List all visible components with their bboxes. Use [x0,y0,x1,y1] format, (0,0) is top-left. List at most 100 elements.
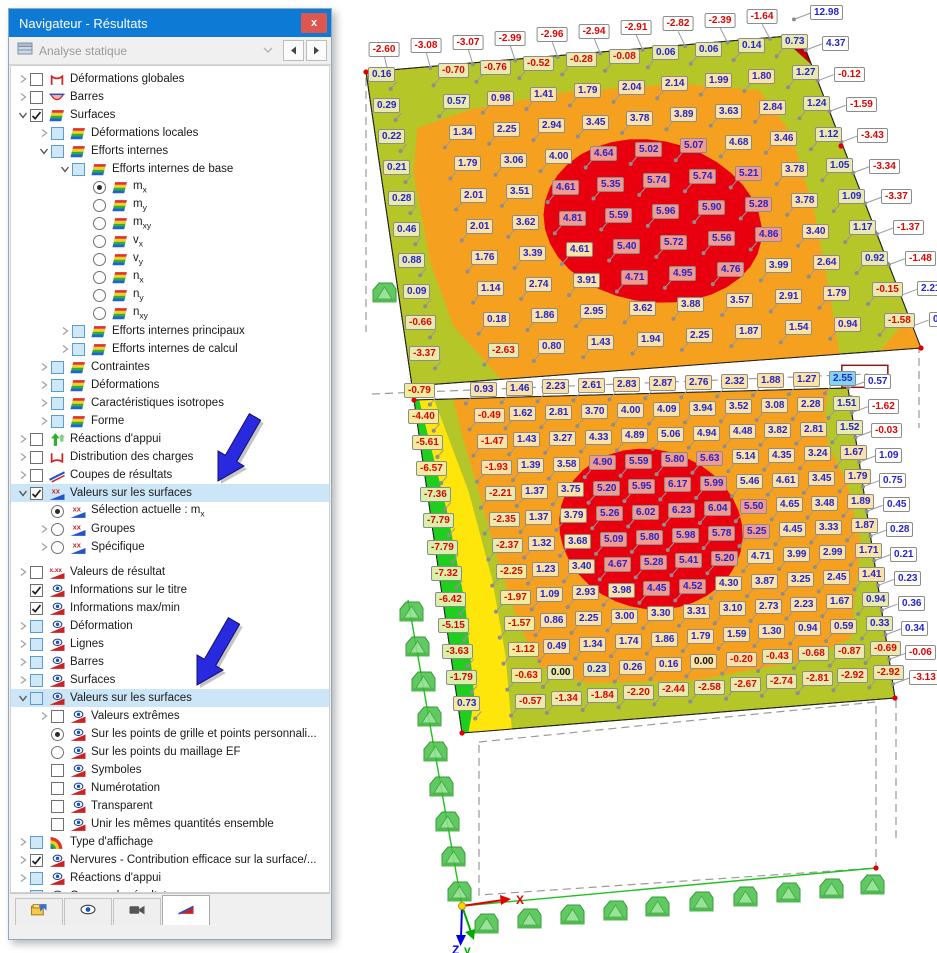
tree-item-efforts-internes[interactable]: Efforts internes [11,142,329,160]
tree-item-lignes[interactable]: Lignes [11,635,329,653]
tree-item-groupes[interactable]: xx Groupes [11,520,329,538]
radio[interactable] [93,270,106,284]
chevron-right-icon[interactable] [15,836,30,848]
checkbox[interactable] [72,342,85,356]
panel-titlebar[interactable]: Navigateur - Résultats x [9,9,331,37]
tree-item-surfaces[interactable]: Surfaces [11,671,329,689]
chevron-right-icon[interactable] [15,674,30,686]
radio[interactable] [51,745,64,759]
checkbox-checked[interactable] [30,486,43,500]
tree-item-forme[interactable]: Forme [11,412,329,430]
checkbox[interactable] [51,763,64,777]
navigator-tab-eye[interactable] [64,898,112,925]
radio[interactable] [93,306,106,320]
tree-item-efforts-internes-principaux[interactable]: Efforts internes principaux [11,322,329,340]
checkbox[interactable] [72,324,85,338]
tree-item-reactions-d-appui[interactable]: Réactions d'appui [11,430,329,448]
tree-item-deformation[interactable]: Déformation [11,617,329,635]
tree-item-selection-actuelle-mx[interactable]: xx Sélection actuelle : mx [11,502,329,520]
tree-item-valeurs-extremes[interactable]: Valeurs extrêmes [11,707,329,725]
radio[interactable] [51,522,64,536]
tree-item-distribution-des-charges[interactable]: Distribution des charges [11,448,329,466]
chevron-down-icon[interactable] [15,109,30,121]
chevron-down-icon[interactable] [36,145,51,157]
tree-item-mxy[interactable]: mxy [11,214,329,232]
chevron-right-icon[interactable] [36,379,51,391]
radio-selected[interactable] [51,727,64,741]
tree-item-deformations-locales[interactable]: Déformations locales [11,124,329,142]
chevron-right-icon[interactable] [57,343,72,355]
tree-item-transparent[interactable]: Transparent [11,797,329,815]
chevron-right-icon[interactable] [36,415,51,427]
checkbox[interactable] [72,162,85,176]
chevron-right-icon[interactable] [36,127,51,139]
checkbox[interactable] [30,468,43,482]
tree-item-unir-les-memes-quantites-ensemble[interactable]: Unir les mêmes quantités ensemble [11,815,329,833]
previous-result-button[interactable] [283,40,304,61]
chevron-right-icon[interactable] [15,620,30,632]
chevron-down-icon[interactable] [261,42,275,60]
checkbox[interactable] [30,565,43,579]
checkbox[interactable] [30,72,43,86]
tree-item-surfaces[interactable]: Surfaces [11,106,329,124]
checkbox[interactable] [51,378,64,392]
checkbox[interactable] [30,691,43,705]
chevron-right-icon[interactable] [36,541,51,553]
radio[interactable] [93,288,106,302]
radio[interactable] [93,216,106,230]
tree-item-type-d-affichage[interactable]: Type d'affichage [11,833,329,851]
tree-item-barres[interactable]: Barres [11,653,329,671]
tree-item-coupes-de-resultats[interactable]: Coupes de résultats [11,466,329,484]
checkbox[interactable] [51,817,64,831]
checkbox-checked[interactable] [30,601,43,615]
close-button[interactable]: x [301,13,327,33]
tree-item-informations-sur-le-titre[interactable]: Informations sur le titre [11,581,329,599]
checkbox[interactable] [30,637,43,651]
analysis-selector[interactable]: Analyse statique [39,43,128,58]
tree-item-vy[interactable]: vy [11,250,329,268]
checkbox[interactable] [30,619,43,633]
navigator-tab-camera[interactable] [113,898,161,925]
tree-item-informations-max-min[interactable]: Informations max/min [11,599,329,617]
radio[interactable] [93,252,106,266]
checkbox[interactable] [30,889,43,892]
chevron-right-icon[interactable] [36,361,51,373]
checkbox-checked[interactable] [30,583,43,597]
checkbox[interactable] [30,835,43,849]
chevron-down-icon[interactable] [15,487,30,499]
tree-item-mx[interactable]: mx [11,178,329,196]
chevron-right-icon[interactable] [15,566,30,578]
checkbox[interactable] [51,709,64,723]
navigator-tab-result-ramp[interactable] [162,895,210,925]
tree-item-contraintes[interactable]: Contraintes [11,358,329,376]
checkbox[interactable] [51,126,64,140]
tree-item-ny[interactable]: ny [11,286,329,304]
checkbox[interactable] [51,360,64,374]
tree-item-coupes-de-resultats[interactable]: Coupes de résultats [11,887,329,892]
checkbox[interactable] [51,781,64,795]
tree-item-valeurs-sur-les-surfaces[interactable]: xx Valeurs sur les surfaces [11,484,329,502]
checkbox[interactable] [30,871,43,885]
checkbox-checked[interactable] [30,108,43,122]
checkbox[interactable] [51,144,64,158]
tree-item-valeurs-sur-les-surfaces[interactable]: Valeurs sur les surfaces [11,689,329,707]
chevron-right-icon[interactable] [57,325,72,337]
tree-item-numerotation[interactable]: Numérotation [11,779,329,797]
checkbox[interactable] [51,414,64,428]
tree-item-sur-les-points-du-maillage-ef[interactable]: Sur les points du maillage EF [11,743,329,761]
tree-item-nx[interactable]: nx [11,268,329,286]
tree-item-nxy[interactable]: nxy [11,304,329,322]
radio-selected[interactable] [51,504,64,518]
tree-item-efforts-internes-de-base[interactable]: Efforts internes de base [11,160,329,178]
chevron-right-icon[interactable] [36,710,51,722]
tree-item-symboles[interactable]: Symboles [11,761,329,779]
tree-item-my[interactable]: my [11,196,329,214]
radio[interactable] [93,198,106,212]
chevron-right-icon[interactable] [15,469,30,481]
chevron-right-icon[interactable] [15,73,30,85]
chevron-right-icon[interactable] [15,91,30,103]
chevron-right-icon[interactable] [15,854,30,866]
tree-item-valeurs-de-resultat[interactable]: x.xx Valeurs de résultat [11,563,329,581]
tree-item-specifique[interactable]: xx Spécifique [11,538,329,556]
checkbox[interactable] [30,673,43,687]
